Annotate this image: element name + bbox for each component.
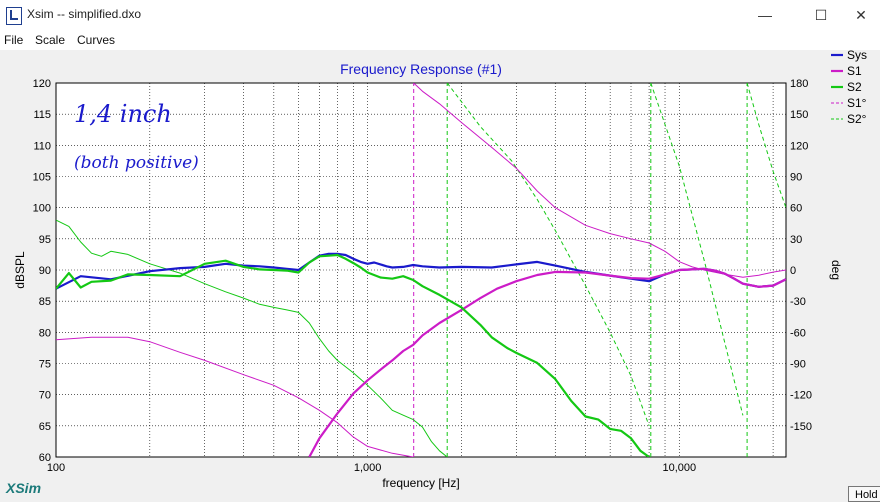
xsim-brand-logo: XSim [6, 480, 42, 496]
y-tick-label: 115 [33, 109, 51, 121]
x-axis-label: frequency [Hz] [382, 476, 459, 490]
series-s2-segment [446, 83, 650, 426]
series-s1-line [308, 267, 786, 457]
y2-tick-label: 120 [790, 140, 808, 152]
y2-tick-label: 180 [790, 78, 808, 90]
y2-tick-label: 60 [790, 203, 802, 215]
chart-title: Frequency Response (#1) [340, 61, 502, 77]
maximize-button[interactable]: ☐ [814, 7, 828, 23]
y-tick-label: 75 [39, 359, 51, 371]
menu-file[interactable]: File [4, 33, 24, 47]
y2-tick-label: 90 [790, 172, 802, 184]
y-tick-label: 60 [39, 452, 51, 464]
series-s2-segment [650, 83, 744, 416]
title-bar: Xsim -- simplified.dxo — ☐ ✕ [0, 0, 880, 30]
hold-button[interactable]: Hold [848, 486, 880, 502]
y-tick-label: 110 [33, 140, 51, 152]
y-tick-label: 120 [33, 78, 51, 90]
menu-scale[interactable]: Scale [35, 33, 66, 47]
series-s2-segment [746, 83, 786, 208]
legend-label: S1 [847, 64, 862, 78]
plot-background [56, 83, 786, 457]
series-s2-line [56, 253, 650, 457]
y2-axis-label: deg [829, 260, 843, 280]
handwritten-note: (both positive) [74, 153, 199, 173]
y2-tick-label: 150 [790, 109, 808, 121]
close-button[interactable]: ✕ [855, 7, 867, 23]
y-tick-label: 70 [39, 390, 51, 402]
window-title: Xsim -- simplified.dxo [27, 7, 142, 21]
legend-label: Sys [847, 50, 867, 62]
x-tick-label: 1,000 [354, 462, 382, 474]
y2-tick-label: -60 [790, 327, 806, 339]
menu-curves[interactable]: Curves [77, 33, 116, 47]
minimize-button[interactable]: — [758, 7, 772, 23]
y-tick-label: 85 [39, 296, 51, 308]
legend-label: S2 [847, 80, 862, 94]
y-tick-label: 80 [39, 327, 51, 339]
series-s2-thin-line [56, 219, 448, 457]
y-tick-label: 100 [33, 203, 51, 215]
y2-tick-label: -30 [790, 296, 806, 308]
handwritten-note: 1,4 inch [74, 100, 172, 128]
y-tick-label: 65 [39, 421, 51, 433]
y2-tick-label: -120 [790, 390, 812, 402]
y-tick-label: 90 [39, 265, 51, 277]
y-tick-label: 105 [33, 172, 51, 184]
frequency-response-chart[interactable]: 60 65 70 75 80 85 90 95 100 105 110 115 120 -150 -120 -… [0, 50, 880, 490]
x-tick-label: 100 [47, 462, 65, 474]
app-icon [6, 7, 22, 25]
series-s1-thin-line [413, 83, 786, 278]
series-s1-thin-line [56, 336, 414, 457]
y2-tick-label: -90 [790, 359, 806, 371]
x-tick-label: 10,000 [662, 462, 696, 474]
y2-tick-label: 0 [790, 265, 796, 277]
y2-tick-label: -150 [790, 421, 812, 433]
y2-tick-label: 30 [790, 234, 802, 246]
legend-label: S2° [847, 112, 867, 126]
y-tick-label: 95 [39, 234, 51, 246]
y-axis-label: dBSPL [13, 251, 27, 289]
legend-label: S1° [847, 96, 867, 110]
